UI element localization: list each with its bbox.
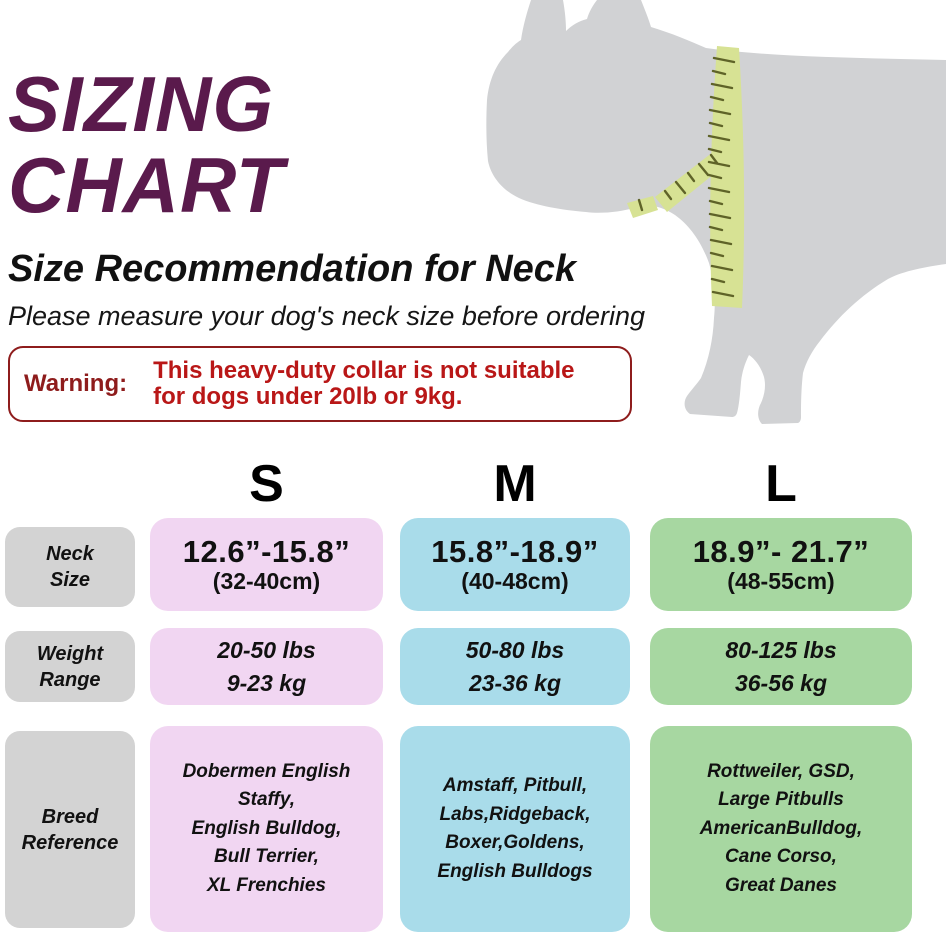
tape-neck-strip bbox=[655, 152, 725, 212]
cell-weight-range-l: 80-125 lbs 36-56 kg bbox=[650, 628, 912, 705]
cell-neck-size-s: 12.6”-15.8” (32-40cm) bbox=[150, 518, 383, 611]
cell-weight-range-m: 50-80 lbs 23-36 kg bbox=[400, 628, 630, 705]
breed-list-l: Rottweiler, GSD, Large Pitbulls American… bbox=[699, 760, 863, 896]
page-title: SIZING CHART bbox=[8, 60, 285, 230]
neck-inches-m: 15.8”-18.9” bbox=[431, 533, 599, 569]
tape-chin-strip bbox=[627, 196, 658, 218]
neck-cm-s: (32-40cm) bbox=[212, 567, 321, 594]
dog-silhouette bbox=[486, 0, 946, 424]
size-header-m: M bbox=[493, 455, 537, 513]
weight-text-m: 50-80 lbs 23-36 kg bbox=[465, 637, 565, 696]
cell-neck-size-m: 15.8”-18.9” (40-48cm) bbox=[400, 518, 630, 611]
row-label-weight-range: Weight Range bbox=[5, 631, 135, 702]
neck-cm-m: (40-48cm) bbox=[461, 567, 569, 594]
size-header-l: L bbox=[765, 455, 797, 513]
size-header-s: S bbox=[249, 455, 284, 513]
measuring-tape-icon bbox=[627, 46, 745, 308]
neck-cm-l: (48-55cm) bbox=[727, 567, 835, 594]
neck-inches-l: 18.9”- 21.7” bbox=[692, 533, 870, 569]
neck-inches-s: 12.6”-15.8” bbox=[182, 533, 351, 569]
cell-breed-reference-m: Amstaff, Pitbull, Labs,Ridgeback, Boxer,… bbox=[400, 726, 630, 932]
warning-message: This heavy-duty collar is not suitable f… bbox=[153, 356, 575, 410]
breed-list-s: Dobermen English Staffy, English Bulldog… bbox=[182, 760, 351, 896]
warning-box: Warning: This heavy-duty collar is not s… bbox=[8, 346, 632, 422]
breed-list-m: Amstaff, Pitbull, Labs,Ridgeback, Boxer,… bbox=[437, 775, 593, 882]
tape-ticks bbox=[637, 56, 736, 298]
cell-weight-range-s: 20-50 lbs 9-23 kg bbox=[150, 628, 383, 705]
page-subtitle: Size Recommendation for Neck bbox=[8, 248, 577, 290]
weight-text-l: 80-125 lbs 36-56 kg bbox=[725, 637, 837, 696]
cell-neck-size-l: 18.9”- 21.7” (48-55cm) bbox=[650, 518, 912, 611]
weight-text-s: 20-50 lbs 9-23 kg bbox=[217, 637, 316, 696]
cell-breed-reference-s: Dobermen English Staffy, English Bulldog… bbox=[150, 726, 383, 932]
measurement-note: Please measure your dog's neck size befo… bbox=[8, 301, 646, 331]
row-label-neck-size: Neck Size bbox=[5, 527, 135, 607]
row-label-breed-reference: Breed Reference bbox=[5, 731, 135, 928]
cell-breed-reference-l: Rottweiler, GSD, Large Pitbulls American… bbox=[650, 726, 912, 932]
warning-label: Warning: bbox=[24, 370, 128, 397]
